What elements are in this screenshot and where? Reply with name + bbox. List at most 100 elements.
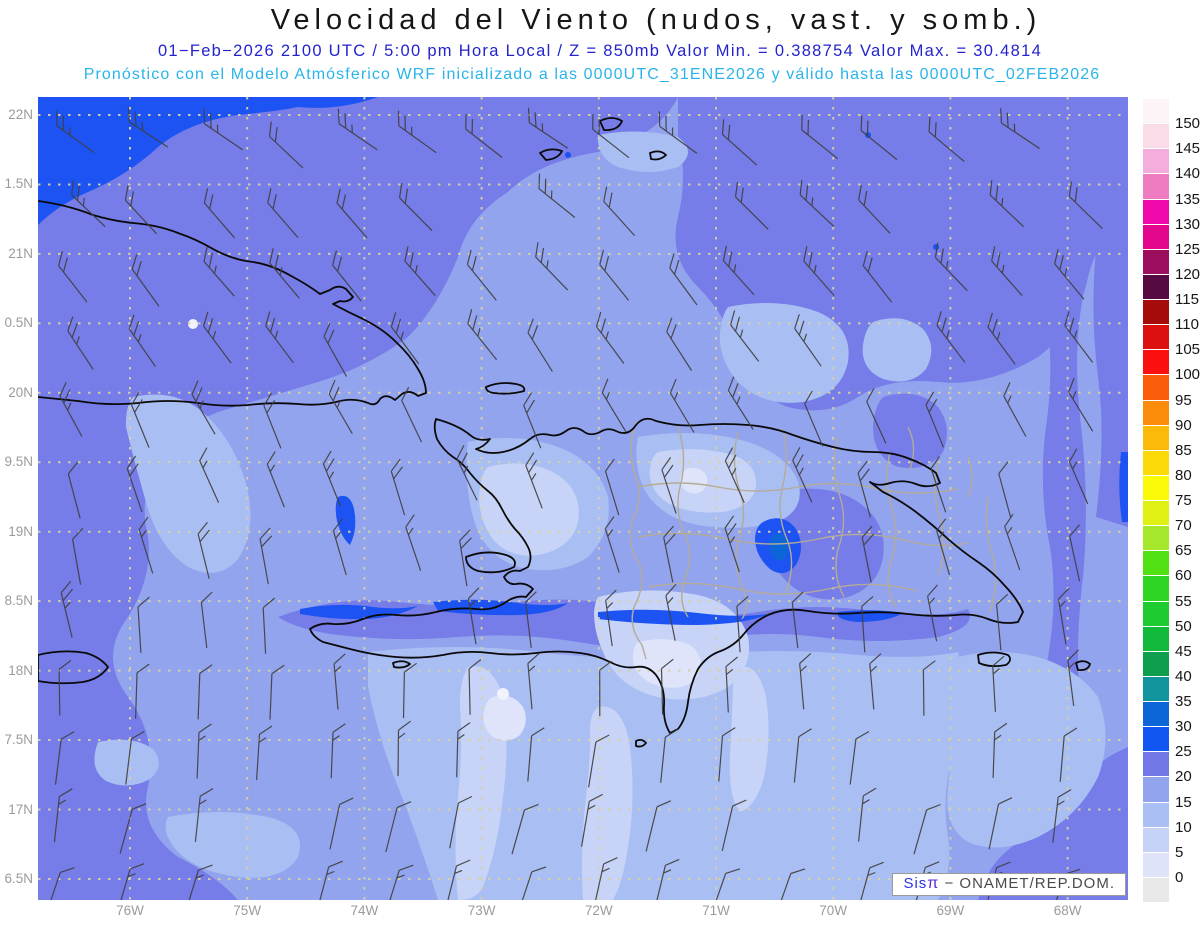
- wind-map-panel: Sisπ − ONAMET/REP.DOM.: [37, 97, 1128, 918]
- colorbar-tick-label: 85: [1175, 441, 1192, 459]
- lat-tick-label: 6.5N: [4, 870, 33, 886]
- wind-barb: [663, 525, 676, 583]
- wind-barb: [332, 518, 347, 576]
- wind-barb: [459, 529, 472, 587]
- wind-barb: [467, 587, 480, 645]
- wind-barb: [67, 461, 81, 519]
- cuba-coastline: [37, 200, 427, 407]
- wind-barb: [1057, 587, 1070, 645]
- wind-barb: [669, 378, 695, 433]
- turks-caicos-islands: [539, 117, 667, 161]
- colorbar-cell: [1143, 600, 1169, 626]
- wind-barb: [119, 803, 147, 854]
- wind-barb: [72, 527, 84, 585]
- colorbar-tick-label: 150: [1175, 115, 1200, 133]
- wind-barb: [1068, 181, 1103, 230]
- wind-barb: [390, 458, 406, 516]
- wind-barb: [1068, 377, 1094, 432]
- contour-field: [38, 97, 1128, 900]
- wind-barb: [125, 730, 145, 785]
- wind-barb: [330, 723, 346, 779]
- wind-barb: [660, 728, 679, 783]
- wind-barb: [59, 382, 83, 437]
- colorbar-tick-label: 80: [1175, 466, 1192, 484]
- wind-barb: [535, 242, 569, 291]
- colorbar-cell: [1143, 399, 1169, 425]
- wind-barb: [465, 114, 503, 158]
- wind-barb: [58, 659, 72, 716]
- wind-barb: [525, 452, 543, 509]
- colorbar-cell: [1143, 98, 1169, 124]
- wind-barb: [60, 580, 74, 638]
- wind-barb: [605, 589, 617, 647]
- wind-barb: [266, 451, 285, 508]
- colorbar-cells: [1143, 98, 1169, 902]
- colorbar-cell: [1143, 273, 1169, 299]
- colorbar-cell: [1143, 801, 1169, 827]
- wind-barb: [722, 245, 755, 296]
- wind-barb: [322, 450, 342, 507]
- wind-barb: [793, 728, 812, 783]
- colorbar-cell: [1143, 223, 1169, 249]
- wind-barb: [661, 457, 677, 514]
- wind-barb: [721, 119, 758, 166]
- colorbar-tick-label: 10: [1175, 818, 1192, 836]
- wind-barb: [604, 516, 620, 573]
- colorbar-tick-label: 120: [1175, 265, 1200, 283]
- wind-barb: [525, 591, 537, 648]
- wind-barb: [736, 595, 749, 653]
- colorbar-tick-label: 115: [1175, 291, 1199, 308]
- colorbar-tick-label: 45: [1175, 642, 1192, 660]
- wind-barb: [849, 730, 870, 785]
- colorbar-cell: [1143, 876, 1169, 902]
- wind-barb: [595, 311, 625, 364]
- wind-barb: [1004, 513, 1021, 571]
- colorbar-tick-label: 30: [1175, 718, 1192, 736]
- wind-barb: [203, 246, 235, 297]
- wind-barb: [468, 659, 482, 715]
- wind-barb: [267, 188, 299, 238]
- wind-barb: [71, 180, 106, 228]
- wind-barb: [862, 251, 893, 303]
- wind-barb: [791, 591, 804, 648]
- wind-barb: [599, 249, 630, 301]
- lon-tick-label: 75W: [233, 903, 262, 918]
- wind-barb: [991, 246, 1023, 296]
- wind-barb: [936, 518, 951, 576]
- wind-barb: [323, 322, 348, 377]
- longitude-axis: 76W 75W 74W 73W 72W 71W 70W 69W 68W: [0, 903, 1200, 923]
- lon-tick-label: 69W: [936, 903, 965, 918]
- wind-barb: [724, 447, 745, 503]
- wind-barb: [804, 390, 824, 447]
- lon-tick-label: 74W: [350, 903, 379, 918]
- wind-barb: [269, 121, 304, 169]
- wind-barb: [861, 525, 875, 583]
- wind-barb: [337, 108, 378, 151]
- wind-barb: [927, 584, 938, 642]
- model-subtitle: Pronóstico con el Modelo Atmósferico WRF…: [83, 66, 1101, 83]
- wind-barb: [860, 115, 898, 161]
- lon-tick-label: 68W: [1053, 903, 1082, 918]
- wind-barb: [194, 787, 214, 842]
- wind-barb: [592, 114, 630, 159]
- lat-tick-label: 1.5N: [4, 176, 33, 192]
- wind-barb: [669, 253, 698, 306]
- wind-barb: [467, 309, 498, 361]
- wind-barb: [857, 460, 871, 518]
- wind-barb: [987, 312, 1016, 365]
- colorbar-cell: [1143, 324, 1169, 350]
- colorbar-cell: [1143, 374, 1169, 400]
- lon-tick-label: 72W: [584, 903, 613, 918]
- wind-barb: [397, 110, 437, 154]
- colorbar-tick-label: 105: [1175, 341, 1200, 359]
- wind-barb: [269, 248, 300, 299]
- wind-barb: [203, 108, 243, 151]
- wind-barb: [137, 596, 150, 653]
- wind-barb: [538, 173, 576, 218]
- colorbar-tick-label: 145: [1175, 140, 1200, 158]
- wind-barb: [131, 391, 150, 448]
- wind-barb: [203, 311, 232, 364]
- lat-tick-label: 18N: [8, 662, 33, 678]
- lon-tick-label: 71W: [702, 903, 730, 918]
